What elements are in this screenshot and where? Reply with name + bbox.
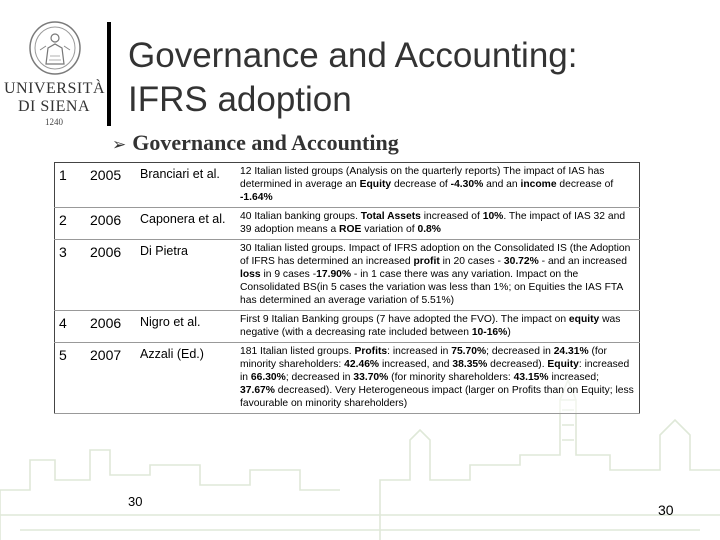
highlighted-figure: Total Assets xyxy=(360,211,421,222)
highlighted-figure: 0.8% xyxy=(417,224,441,235)
highlighted-figure: ROE xyxy=(339,224,362,235)
title-divider xyxy=(107,22,111,126)
description-text: decreased). xyxy=(487,359,548,370)
description-text: (for minority shareholders: xyxy=(240,346,607,370)
page-number: 30 xyxy=(658,502,674,518)
row-number: 3 xyxy=(54,239,86,311)
description-text: increased; xyxy=(548,372,599,383)
description-text: - in 1 case there was any variation. Imp… xyxy=(240,269,623,306)
table-row: 4 2006 Nigro et al. First 9 Italian Bank… xyxy=(54,310,640,343)
highlighted-figure: -1.64% xyxy=(240,192,273,203)
description-text: 30 Italian listed groups. Impact of IFRS… xyxy=(240,243,631,267)
description-text: increased, and xyxy=(379,359,453,370)
row-number: 4 xyxy=(54,310,86,343)
table-row: 3 2006 Di Pietra 30 Italian listed group… xyxy=(54,239,640,311)
highlighted-figure: Equity xyxy=(359,179,392,190)
highlighted-figure: 37.67% xyxy=(240,385,275,396)
description-text: decreased). Very Heterogeneous impact (l… xyxy=(240,385,634,409)
highlighted-figure: 24.31% xyxy=(553,346,589,357)
description-text: (for minority shareholders: xyxy=(388,372,514,383)
description-text: in 20 cases - xyxy=(439,256,504,267)
university-city: DI SIENA xyxy=(18,98,90,115)
studies-table: 1 2005 Branciari et al. 12 Italian liste… xyxy=(54,162,640,414)
slide-title-line1: Governance and Accounting: xyxy=(128,36,578,75)
highlighted-figure: 42.46% xyxy=(344,359,380,370)
row-description: 12 Italian listed groups (Analysis on th… xyxy=(232,162,640,208)
university-founding-year: 1240 xyxy=(45,117,63,127)
row-author: Azzali (Ed.) xyxy=(136,342,232,414)
highlighted-figure: 75.70% xyxy=(451,346,487,357)
row-description: 181 Italian listed groups. Profits: incr… xyxy=(232,342,640,414)
highlighted-figure: Equity xyxy=(547,359,579,370)
section-heading: ➢ Governance and Accounting xyxy=(112,130,399,156)
description-text: in 9 cases - xyxy=(260,269,317,280)
highlighted-figure: 17.90% xyxy=(316,269,352,280)
table-row: 2 2006 Caponera et al. 40 Italian bankin… xyxy=(54,207,640,240)
slide-title: Governance and Accounting: IFRS adoption xyxy=(128,34,688,122)
description-text: and an xyxy=(483,179,521,190)
highlighted-figure: 43.15% xyxy=(513,372,549,383)
description-text: 12 Italian listed groups (Analysis on th… xyxy=(240,166,605,190)
highlighted-figure: 10-16% xyxy=(471,327,508,338)
row-number: 2 xyxy=(54,207,86,240)
description-text: First 9 Italian Banking groups (7 have a… xyxy=(240,314,569,325)
description-text: was negative (with a decreasing rate inc… xyxy=(240,314,621,338)
description-text: variation of xyxy=(361,224,418,235)
description-text: : increased in xyxy=(240,359,630,383)
university-name: UNIVERSITÀ xyxy=(4,80,105,97)
row-author: Di Pietra xyxy=(136,239,232,311)
description-text: increased of xyxy=(420,211,483,222)
highlighted-figure: equity xyxy=(568,314,600,325)
university-logo: UNIVERSITÀ DI SIENA 1240 xyxy=(4,20,105,127)
highlighted-figure: 38.35% xyxy=(452,359,488,370)
description-text: : increased in xyxy=(387,346,452,357)
description-text: 181 Italian listed groups. xyxy=(240,346,355,357)
row-author: Caponera et al. xyxy=(136,207,232,240)
university-seal-icon xyxy=(29,21,81,75)
slide-title-line2: IFRS adoption xyxy=(128,80,352,119)
highlighted-figure: 10% xyxy=(482,211,504,222)
inline-page-number: 30 xyxy=(128,494,143,509)
row-author: Branciari et al. xyxy=(136,162,232,208)
row-year: 2006 xyxy=(86,310,136,343)
highlighted-figure: 33.70% xyxy=(353,372,389,383)
description-text: - and an increased xyxy=(538,256,627,267)
row-year: 2006 xyxy=(86,207,136,240)
highlighted-figure: 30.72% xyxy=(503,256,539,267)
highlighted-figure: -4.30% xyxy=(450,179,484,190)
description-text: decrease of xyxy=(391,179,451,190)
row-description: First 9 Italian Banking groups (7 have a… xyxy=(232,310,640,343)
row-description: 30 Italian listed groups. Impact of IFRS… xyxy=(232,239,640,311)
highlighted-figure: profit xyxy=(413,256,440,267)
row-year: 2005 xyxy=(86,162,136,208)
highlighted-figure: loss xyxy=(240,269,261,280)
section-heading-text: Governance and Accounting xyxy=(132,130,399,155)
description-text: ; decreased in xyxy=(285,372,354,383)
highlighted-figure: Profits xyxy=(354,346,388,357)
description-text: ; decreased in xyxy=(486,346,554,357)
table-row: 1 2005 Branciari et al. 12 Italian liste… xyxy=(54,162,640,208)
row-year: 2007 xyxy=(86,342,136,414)
description-text: 40 Italian banking groups. xyxy=(240,211,361,222)
arrow-bullet-icon: ➢ xyxy=(112,135,127,155)
row-author: Nigro et al. xyxy=(136,310,232,343)
row-description: 40 Italian banking groups. Total Assets … xyxy=(232,207,640,240)
row-year: 2006 xyxy=(86,239,136,311)
table-row: 5 2007 Azzali (Ed.) 181 Italian listed g… xyxy=(54,342,640,414)
description-text: ) xyxy=(507,327,511,338)
row-number: 5 xyxy=(54,342,86,414)
description-text: . The impact of IAS 32 and 39 adoption m… xyxy=(240,211,626,235)
highlighted-figure: income xyxy=(520,179,557,190)
row-number: 1 xyxy=(54,162,86,208)
description-text: decrease of xyxy=(556,179,614,190)
highlighted-figure: 66.30% xyxy=(250,372,286,383)
